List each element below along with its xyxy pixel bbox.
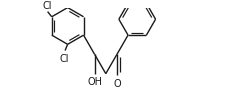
Text: OH: OH: [87, 77, 102, 87]
Text: Cl: Cl: [42, 1, 52, 11]
Text: O: O: [114, 78, 121, 88]
Text: Cl: Cl: [60, 53, 69, 63]
